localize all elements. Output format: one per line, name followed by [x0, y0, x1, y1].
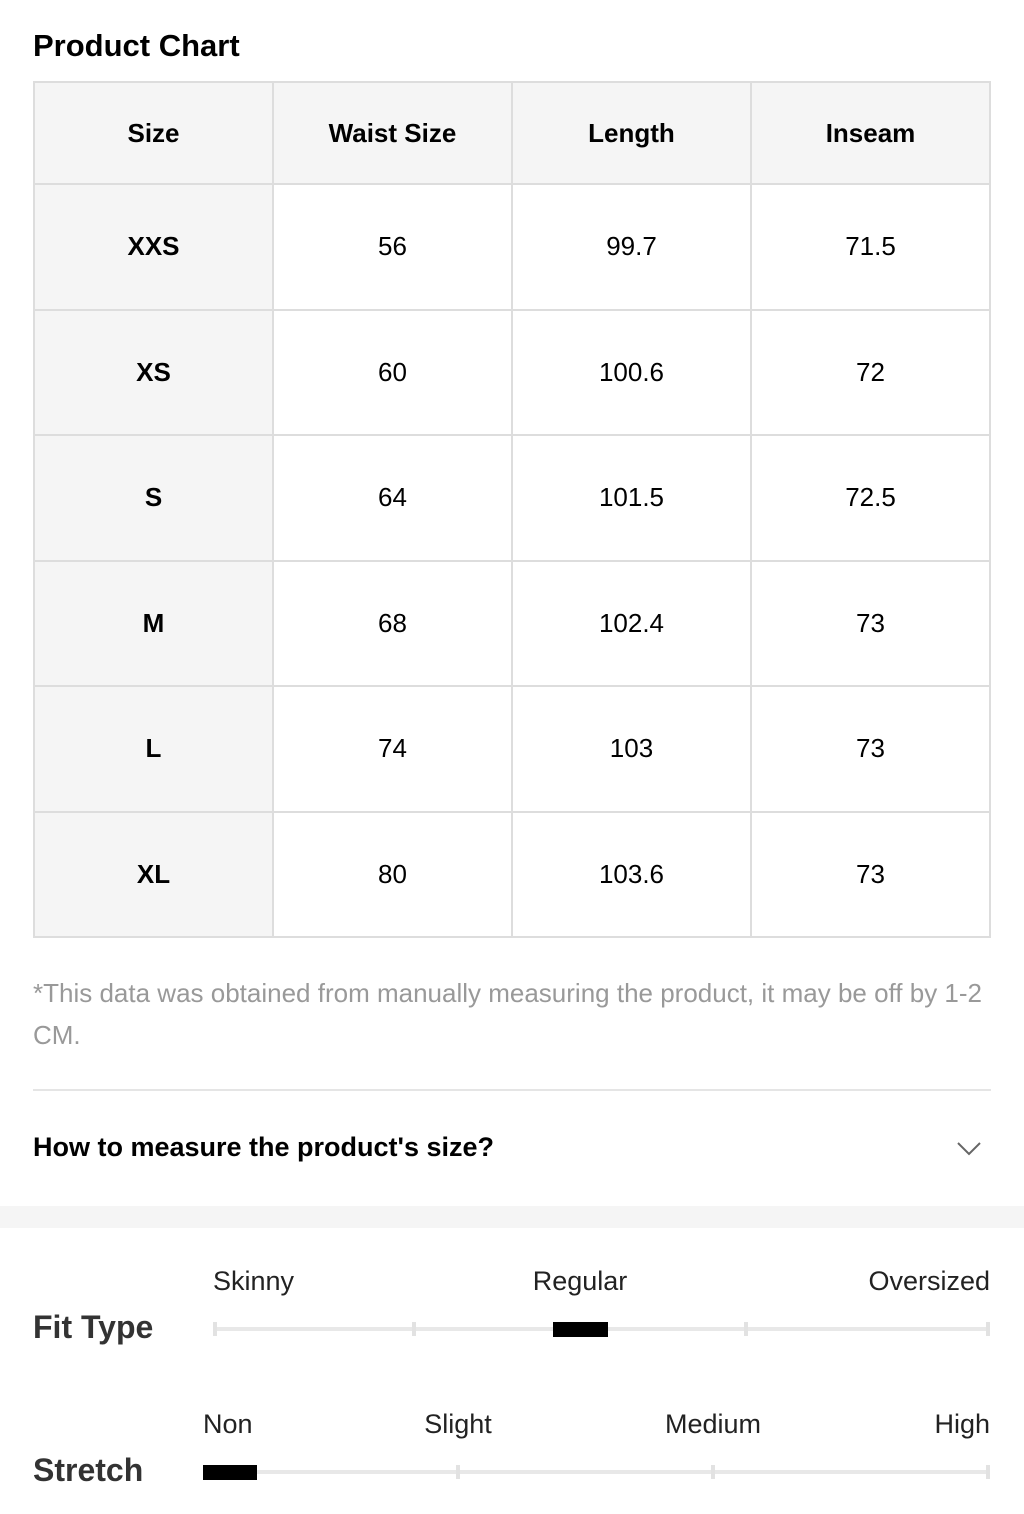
- size-cell: S: [33, 434, 274, 562]
- cell: 102.4: [511, 559, 752, 687]
- stretch-tick: [456, 1465, 460, 1479]
- cell: 103: [511, 685, 752, 813]
- stretch-label: Stretch: [33, 1452, 144, 1488]
- stretch-option: Non: [203, 1409, 253, 1439]
- fit_type-option: Skinny: [213, 1266, 295, 1296]
- table-row: M 68 102.4 73: [33, 559, 991, 687]
- cell: 73: [750, 559, 991, 687]
- stretch-tick: [711, 1465, 715, 1479]
- cell: 68: [272, 559, 513, 687]
- fit-type-label: Fit Type: [33, 1309, 154, 1345]
- column-header: Inseam: [750, 81, 991, 185]
- column-header: Waist Size: [272, 81, 513, 185]
- table-row: XL 80 103.6 73: [33, 810, 991, 938]
- column-header: Length: [511, 81, 752, 185]
- fit_type-indicator: [553, 1322, 608, 1337]
- cell: 60: [272, 308, 513, 436]
- divider: [33, 1089, 991, 1091]
- accordion[interactable]: How to measure the product's size?: [0, 1100, 1024, 1200]
- stretch-option: Slight: [424, 1409, 492, 1439]
- stretch-option: Medium: [664, 1409, 762, 1439]
- section-gap: [0, 1206, 1024, 1228]
- table-row: XS 60 100.6 72: [33, 308, 991, 436]
- cell: 64: [272, 434, 513, 562]
- table-row: S 64 101.5 72.5: [33, 434, 991, 562]
- cell: 72: [750, 308, 991, 436]
- fit_type-tick: [744, 1322, 748, 1336]
- table-row: L 74 103 73: [33, 685, 991, 813]
- column-header: Size: [33, 81, 274, 185]
- cell: 80: [272, 810, 513, 938]
- cell: 71.5: [750, 183, 991, 311]
- cell: 103.6: [511, 810, 752, 938]
- note: *This data was obtained from manually me…: [33, 978, 983, 1050]
- fit_type-option: Regular: [532, 1266, 628, 1296]
- chevron: [957, 1142, 981, 1156]
- cell: 73: [750, 810, 991, 938]
- stretch-tick: [986, 1465, 990, 1479]
- cell: 72.5: [750, 434, 991, 562]
- stretch-option: High: [934, 1409, 990, 1439]
- table-row: XXS 56 99.7 71.5: [33, 183, 991, 311]
- stretch-indicator: [203, 1465, 257, 1480]
- fit_type-option: Oversized: [868, 1266, 990, 1296]
- cell: 101.5: [511, 434, 752, 562]
- cell: 56: [272, 183, 513, 311]
- cell: 99.7: [511, 183, 752, 311]
- size-table: Size Waist Size Length Inseam XXS 56 99.7 71.5 X…: [33, 81, 991, 938]
- title: Product Chart: [33, 28, 240, 63]
- size-cell: XL: [33, 810, 274, 938]
- accordion-title: How to measure the product's size?: [33, 1132, 495, 1162]
- fit_type-tick: [412, 1322, 416, 1336]
- cell: 74: [272, 685, 513, 813]
- cell: 73: [750, 685, 991, 813]
- fit_type-tick: [986, 1322, 990, 1336]
- stretch-track: [203, 1470, 990, 1474]
- size-cell: XXS: [33, 183, 274, 311]
- cell: 100.6: [511, 308, 752, 436]
- size-cell: M: [33, 559, 274, 687]
- header-row: Size Waist Size Length Inseam: [33, 81, 991, 185]
- size-cell: XS: [33, 308, 274, 436]
- size-cell: L: [33, 685, 274, 813]
- fit_type-tick: [213, 1322, 217, 1336]
